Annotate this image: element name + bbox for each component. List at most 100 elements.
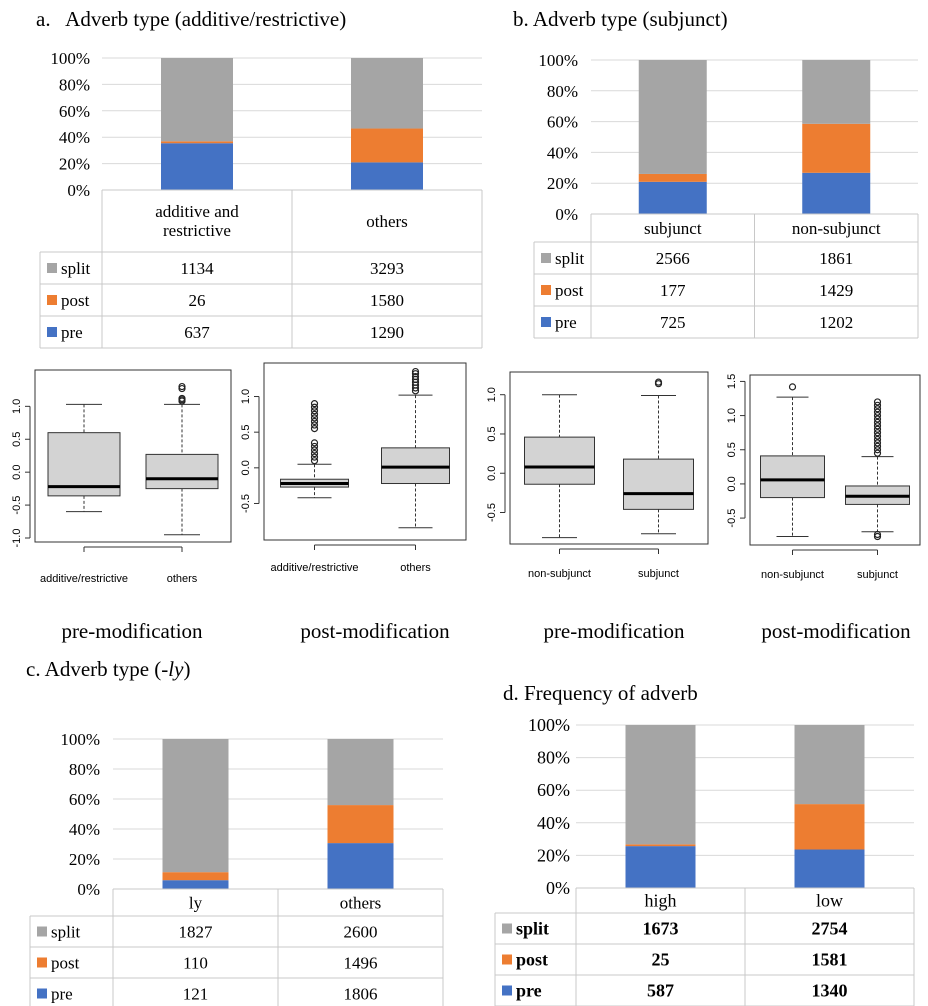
chart-b-table-value: 725	[660, 313, 686, 332]
chart-d-legend-key-split	[502, 923, 512, 934]
chart-b-legend-label-split: split	[555, 249, 585, 268]
chart-box4-outlier	[788, 383, 797, 391]
chart-b-ytick-label: 20%	[547, 174, 578, 193]
chart-b-ytick-label: 40%	[547, 143, 578, 162]
chart-c-legend-label-split: split	[51, 923, 81, 942]
chart-a-legend-key-post	[47, 295, 57, 305]
chart-box1-box	[145, 453, 219, 490]
chart-box3-frame	[509, 371, 709, 545]
chart-a-bar-post	[161, 141, 233, 144]
panel-c-title-start: c. Adverb type (-	[26, 657, 168, 681]
chart-d-ytick-label: 100%	[528, 715, 570, 735]
chart-c-bar-post	[162, 872, 229, 881]
chart-c-table-value: 1806	[344, 985, 378, 1004]
chart-box2-outlier	[310, 439, 319, 447]
chart-box2-outlier	[310, 407, 319, 415]
chart-box2-outlier	[310, 446, 319, 454]
chart-b-legend-key-post	[541, 285, 551, 295]
chart-box2-outlier	[310, 453, 319, 461]
chart-b-legend-label-post: post	[555, 281, 584, 300]
panel-a-title: a. Adverb type (additive/restrictive)	[36, 7, 346, 31]
chart-c-bar-pre	[327, 843, 394, 889]
chart-box4-outlier	[873, 435, 882, 444]
chart-box1-xtick-label: additive/restrictive	[40, 573, 128, 585]
chart-b-bar-post	[638, 173, 707, 182]
chart-d-bar-post	[794, 804, 865, 850]
chart-c-table-value: 2600	[344, 923, 378, 942]
chart-box4-frame	[749, 374, 921, 546]
chart-a-table-value: 3293	[370, 259, 404, 278]
chart-d-ytick-label: 40%	[537, 813, 570, 833]
chart-c-legend-label-post: post	[51, 954, 80, 973]
chart-b-table-value: 177	[660, 281, 686, 300]
chart-box2-outlier	[310, 449, 319, 458]
chart-box2-outlier	[411, 372, 420, 381]
chart-a-ytick-label: 100%	[50, 49, 90, 68]
chart-a-table-value: 637	[184, 323, 210, 342]
chart-d-table-value: 1673	[643, 919, 679, 939]
chart-a-bar-split	[351, 58, 423, 129]
chart-box2-outlier	[310, 457, 319, 465]
boxplot-2-caption: post-modification	[300, 619, 450, 643]
chart-box2-ytick-label: 1.0	[240, 389, 252, 404]
chart-d-ytick-label: 80%	[537, 748, 570, 768]
chart-box4-outlier	[873, 411, 882, 420]
chart-a-legend-label-post: post	[61, 291, 90, 310]
chart-box4-box	[760, 455, 825, 499]
chart-d-bar-split	[625, 725, 696, 845]
panel-d-title: d. Frequency of adverb	[503, 681, 698, 705]
chart-c-table-value: 1827	[179, 923, 214, 942]
chart-box4-outlier	[873, 418, 882, 427]
chart-box2-outlier	[310, 421, 319, 429]
chart-c-ytick-label: 40%	[69, 820, 100, 839]
chart-c-category-label: ly	[189, 894, 203, 913]
chart-d-category-label: low	[816, 891, 843, 911]
chart-box2-outlier	[310, 414, 319, 422]
chart-b-bar-split	[802, 60, 871, 124]
chart-box4-outlier	[873, 415, 882, 423]
chart-box4-outlier	[873, 432, 882, 440]
chart-a-legend-label-split: split	[61, 259, 91, 278]
chart-b-ytick-label: 0%	[555, 205, 578, 224]
chart-d-legend-label-split: split	[516, 919, 549, 939]
chart-box4-outlier	[873, 439, 882, 447]
chart-b-ytick-label: 60%	[547, 113, 578, 132]
chart-d-table-value: 1340	[812, 981, 848, 1001]
chart-d-table-value: 587	[647, 981, 674, 1001]
chart-box1-frame	[34, 369, 232, 543]
boxplot-3-caption: pre-modification	[543, 619, 685, 643]
chart-box2-xtick-label: additive/restrictive	[270, 562, 358, 574]
chart-box3-box	[524, 436, 595, 485]
chart-c-legend-key-post	[37, 957, 47, 968]
chart-b-table-value: 1429	[819, 281, 853, 300]
chart-b-legend-key-split	[541, 253, 551, 263]
chart-box4-outlier	[873, 422, 882, 430]
chart-b-table-value: 2566	[656, 249, 690, 268]
chart-a-bar-pre	[351, 162, 423, 190]
chart-box4-outlier	[873, 446, 882, 454]
chart-box1-xtick-label: others	[167, 573, 198, 585]
chart-b-legend-key-pre	[541, 317, 551, 327]
chart-box4-outlier	[873, 401, 882, 409]
chart-b-ytick-label: 100%	[538, 51, 578, 70]
chart-box2-ytick-label: -0.5	[240, 494, 252, 513]
chart-box3-xtick-label: non-subjunct	[528, 568, 591, 580]
chart-c-bar-post	[327, 805, 394, 844]
chart-box4-xtick-label: subjunct	[857, 569, 898, 581]
chart-b-ytick-label: 80%	[547, 82, 578, 101]
chart-b-bar-pre	[802, 172, 871, 214]
boxplot-4-caption: post-modification	[761, 619, 911, 643]
chart-box2-outlier	[411, 370, 420, 378]
chart-c-ytick-label: 0%	[77, 880, 100, 899]
chart-a-table-value: 1290	[370, 323, 404, 342]
chart-box2-outlier	[310, 417, 319, 426]
chart-box1-ytick-label: 1.0	[11, 399, 23, 414]
chart-c-ytick-label: 60%	[69, 790, 100, 809]
panel-c-title-italic: ly	[168, 657, 184, 681]
chart-a-category-label: additive and restrictive	[155, 202, 239, 240]
chart-d-legend-key-post	[502, 954, 512, 965]
chart-a-ytick-label: 0%	[67, 181, 90, 200]
chart-b-category-label: non-subjunct	[792, 219, 881, 238]
boxplot-1-caption: pre-modification	[61, 619, 203, 643]
chart-d-bar-pre	[794, 849, 865, 888]
